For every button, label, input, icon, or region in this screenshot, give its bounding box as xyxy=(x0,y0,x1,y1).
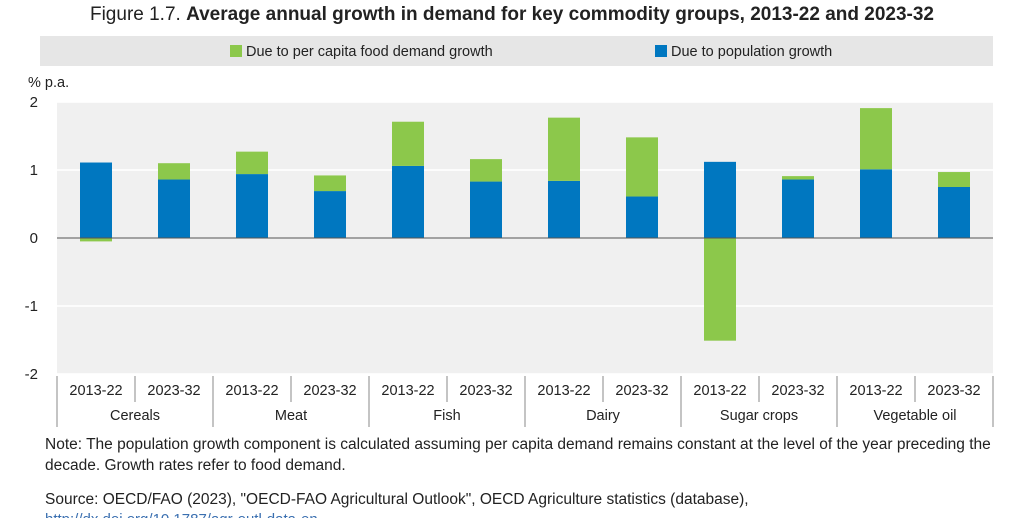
chart-note: Note: The population growth component is… xyxy=(45,436,991,474)
bar-population xyxy=(860,169,892,238)
y-tick-label: -2 xyxy=(25,366,38,383)
x-tick-label-group: Cereals xyxy=(110,408,160,424)
x-tick-label-period: 2023-32 xyxy=(615,383,668,399)
bar-per-capita xyxy=(80,238,112,242)
bar-population xyxy=(470,181,502,238)
bar-per-capita xyxy=(938,172,970,187)
figure-label: Figure 1.7. xyxy=(89,4,181,25)
x-tick-label-period: 2023-32 xyxy=(459,383,512,399)
x-tick-label-period: 2013-22 xyxy=(537,383,590,399)
bar-population xyxy=(236,174,268,238)
y-tick-label: 2 xyxy=(30,94,38,111)
bar-per-capita xyxy=(548,117,580,181)
x-tick-label-group: Dairy xyxy=(586,408,621,424)
x-tick-label-group: Vegetable oil xyxy=(873,408,956,424)
bar-population xyxy=(938,187,970,238)
x-tick-label-period: 2013-22 xyxy=(69,383,122,399)
legend-background xyxy=(40,36,993,66)
chart-svg: Due to per capita food demand growth Due … xyxy=(25,36,994,427)
x-tick-label-group: Meat xyxy=(275,408,307,424)
x-tick-label-period: 2013-22 xyxy=(693,383,746,399)
legend-per-capita-swatch xyxy=(230,45,242,57)
bar-population xyxy=(782,179,814,238)
chart-title: Figure 1.7. Average annual growth in dem… xyxy=(0,4,1024,26)
chart-source: Source: OECD/FAO (2023), "OECD-FAO Agric… xyxy=(45,491,749,508)
bar-population xyxy=(80,162,112,238)
figure-title: Average annual growth in demand for key … xyxy=(186,4,934,25)
legend-population-label: Due to population growth xyxy=(671,44,832,60)
x-tick-label-period: 2023-32 xyxy=(147,383,200,399)
bar-per-capita xyxy=(626,137,658,197)
legend-per-capita-label: Due to per capita food demand growth xyxy=(246,44,493,60)
x-tick-label-period: 2013-22 xyxy=(849,383,902,399)
bar-population xyxy=(158,179,190,238)
source-link[interactable]: http://dx.doi.org/10.1787/agr-outl-data-… xyxy=(45,511,318,518)
bar-per-capita xyxy=(314,175,346,192)
y-tick-label: 1 xyxy=(30,162,38,179)
bar-population xyxy=(548,180,580,238)
legend-population-swatch xyxy=(655,45,667,57)
x-tick-label-period: 2013-22 xyxy=(225,383,278,399)
x-tick-label-period: 2023-32 xyxy=(303,383,356,399)
x-tick-label-group: Fish xyxy=(433,408,460,424)
bar-population xyxy=(392,165,424,238)
bar-population xyxy=(626,196,658,238)
bar-per-capita xyxy=(392,121,424,166)
x-tick-label-period: 2023-32 xyxy=(927,383,980,399)
y-axis-unit-label: % p.a. xyxy=(28,75,69,91)
x-tick-label-group: Sugar crops xyxy=(720,408,798,424)
bar-per-capita xyxy=(860,108,892,170)
y-tick-label: 0 xyxy=(30,230,38,247)
bar-per-capita xyxy=(704,238,736,341)
x-tick-label-period: 2013-22 xyxy=(381,383,434,399)
bar-per-capita xyxy=(470,159,502,182)
bar-per-capita xyxy=(782,176,814,180)
y-tick-label: -1 xyxy=(25,298,38,315)
bar-per-capita xyxy=(158,163,190,180)
bar-per-capita xyxy=(236,151,268,175)
x-tick-label-period: 2023-32 xyxy=(771,383,824,399)
bar-population xyxy=(704,161,736,238)
bar-population xyxy=(314,191,346,238)
